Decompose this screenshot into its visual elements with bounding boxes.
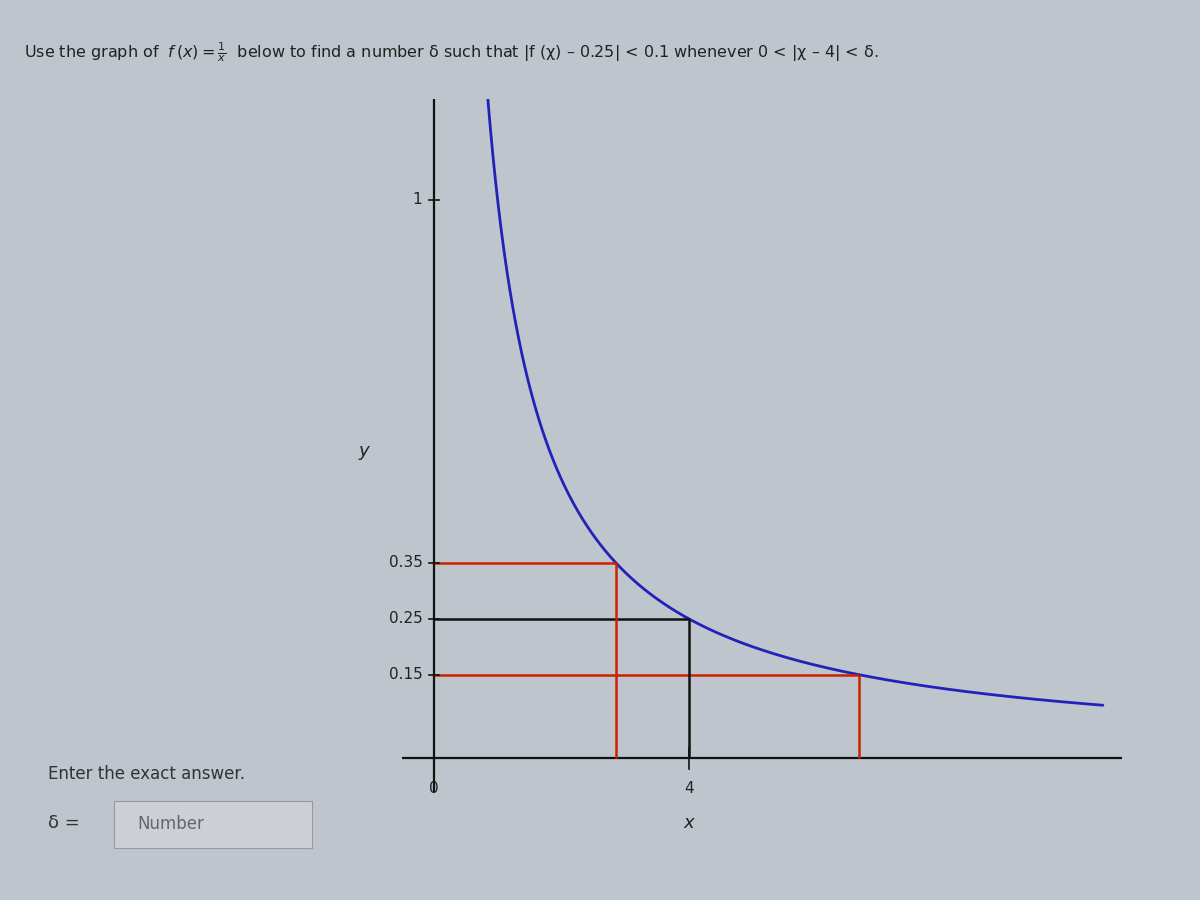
Text: 0: 0 <box>430 781 439 796</box>
Text: 4: 4 <box>684 781 694 796</box>
Text: δ =: δ = <box>48 814 79 832</box>
Text: y: y <box>359 442 370 460</box>
Text: Enter the exact answer.: Enter the exact answer. <box>48 765 245 783</box>
Text: Number: Number <box>138 815 205 833</box>
Text: 0.35: 0.35 <box>389 555 422 571</box>
Text: 1: 1 <box>413 192 422 207</box>
Text: x: x <box>684 814 694 832</box>
Text: 0.15: 0.15 <box>389 667 422 682</box>
Text: Use the graph of  $f\,(x) = \frac{1}{x}$  below to find a number δ such that |f : Use the graph of $f\,(x) = \frac{1}{x}$ … <box>24 40 878 64</box>
Text: 0.25: 0.25 <box>389 611 422 626</box>
